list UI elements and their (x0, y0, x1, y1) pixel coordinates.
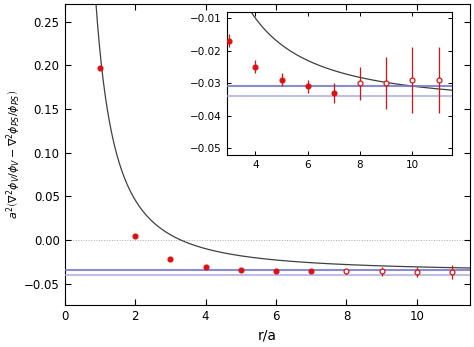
Y-axis label: $a^2\left(\nabla^2\phi_V/\phi_V - \nabla^2\phi_{PS}/\phi_{PS}\right)$: $a^2\left(\nabla^2\phi_V/\phi_V - \nabla… (4, 90, 23, 219)
X-axis label: r/a: r/a (258, 329, 277, 343)
